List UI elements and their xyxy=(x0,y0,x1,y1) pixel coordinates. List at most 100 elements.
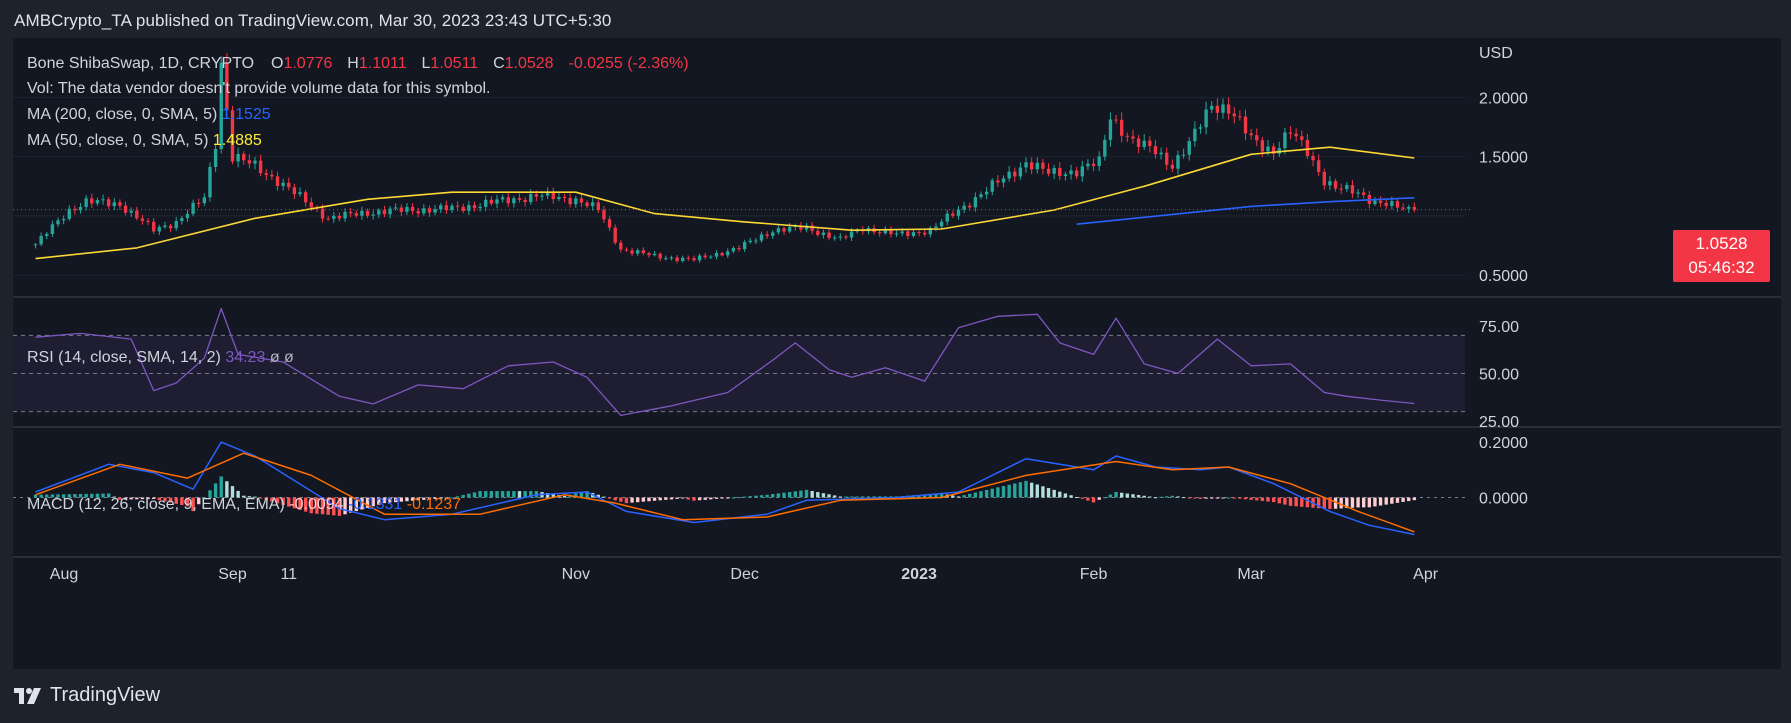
candle-body xyxy=(844,236,848,238)
open-label: O xyxy=(271,55,284,72)
ma200-value: 1.1525 xyxy=(221,106,271,123)
candle-body xyxy=(1322,171,1326,186)
macd-histogram-bar xyxy=(973,492,978,498)
candle-body xyxy=(517,198,522,200)
candle-body xyxy=(821,232,826,235)
time-axis-label: Sep xyxy=(218,566,247,583)
candle-body xyxy=(787,226,792,232)
candle-body xyxy=(180,218,184,222)
candle-body xyxy=(1333,181,1338,189)
macd-histogram-bar xyxy=(84,493,88,498)
macd-histogram-bar xyxy=(1232,497,1236,499)
candle-body xyxy=(1058,168,1062,177)
candle-body xyxy=(945,213,949,222)
macd-histogram-bar xyxy=(1215,497,1220,499)
macd-histogram-bar xyxy=(759,495,764,498)
candle-body xyxy=(709,256,713,258)
candle-body xyxy=(1120,119,1124,136)
ma50-legend[interactable]: MA (50, close, 0, SMA, 5) 1.4885 xyxy=(27,132,262,150)
macd-histogram-bar xyxy=(394,497,398,503)
signal-line xyxy=(35,452,1415,533)
macd-histogram-bar xyxy=(320,497,325,515)
macd-histogram-bar xyxy=(1249,497,1253,500)
candle-body xyxy=(939,221,944,227)
candle-body xyxy=(647,253,651,256)
macd-histogram-bar xyxy=(253,496,257,498)
macd-histogram-bar xyxy=(332,497,336,516)
candle-body xyxy=(545,191,550,196)
macd-legend[interactable]: MACD (12, 26, close, 9, EMA, EMA) -0.009… xyxy=(27,496,461,514)
candle-body xyxy=(759,234,764,241)
footer-brand[interactable]: TradingView xyxy=(50,684,161,706)
macd-histogram-bar xyxy=(951,495,955,498)
candle-body xyxy=(1305,139,1310,156)
candle-body xyxy=(996,180,1000,183)
macd-histogram-bar xyxy=(692,497,696,501)
candle-body xyxy=(247,160,252,164)
macd-histogram-bar xyxy=(315,497,319,514)
macd-histogram-bar xyxy=(1339,497,1343,509)
macd-histogram-bar xyxy=(1193,497,1197,499)
macd-histogram-bar xyxy=(1069,495,1073,498)
macd-histogram-bar xyxy=(135,497,139,500)
macd-histogram-bar xyxy=(1136,495,1141,498)
candle-body xyxy=(714,252,719,257)
macd-histogram-bar xyxy=(1131,494,1135,498)
candle-body xyxy=(1339,188,1343,190)
macd-histogram-bar xyxy=(1378,497,1383,506)
candle-body xyxy=(219,62,223,150)
candle-body xyxy=(309,202,313,208)
candle-body xyxy=(197,202,201,204)
ma200-legend[interactable]: MA (200, close, 0, SMA, 5) 1.1525 xyxy=(27,106,271,124)
macd-histogram-bar xyxy=(1080,497,1084,499)
candle-body xyxy=(568,197,572,205)
rsi-legend[interactable]: RSI (14, close, SMA, 14, 2) 34.23 ø ø xyxy=(27,349,294,367)
candle-body xyxy=(1412,206,1417,210)
candle-body xyxy=(799,225,803,230)
candle-body xyxy=(1086,163,1090,167)
macd-histogram-bar xyxy=(140,497,145,500)
candle-body xyxy=(934,226,938,228)
macd-histogram-bar xyxy=(1029,482,1034,498)
candle-body xyxy=(371,214,375,216)
macd-histogram-bar xyxy=(636,497,640,503)
macd-histogram-bar xyxy=(545,493,550,498)
candle-body xyxy=(636,250,640,254)
macd-histogram-bar xyxy=(123,497,128,500)
candle-body xyxy=(849,231,854,238)
macd-histogram-bar xyxy=(1283,497,1287,505)
candle-body xyxy=(652,253,657,256)
candle-body xyxy=(1243,116,1248,134)
time-axis-label: Mar xyxy=(1237,566,1265,583)
candle-body xyxy=(1187,141,1191,155)
candle-body xyxy=(742,242,747,250)
macd-histogram-bar xyxy=(709,497,713,500)
macd-histogram-bar xyxy=(1176,496,1180,498)
candle-body xyxy=(467,205,471,211)
macd-histogram-bar xyxy=(765,494,769,498)
macd-histogram-bar xyxy=(1018,482,1023,498)
candle-body xyxy=(377,210,381,215)
candle-body xyxy=(140,218,145,221)
macd-histogram-bar xyxy=(855,496,859,498)
macd-histogram-bar xyxy=(1091,497,1096,503)
macd-histogram-bar xyxy=(33,494,38,498)
chart-svg[interactable]: USD 0.5000 1.5000 2.0000 25.00 50.00 75.00 0.00… xyxy=(13,38,1781,669)
macd-histogram-bar xyxy=(1103,497,1107,499)
macd-histogram-bar xyxy=(1114,492,1118,498)
chart-area[interactable]: USD 0.5000 1.5000 2.0000 25.00 50.00 75.00 0.00… xyxy=(13,38,1781,669)
macd-histogram-bar xyxy=(585,491,589,498)
candle-body xyxy=(1131,136,1135,139)
macd-histogram-bar xyxy=(1238,497,1242,499)
macd-histogram-bar xyxy=(326,497,330,515)
candle-body xyxy=(90,198,94,204)
candle-body xyxy=(1080,166,1084,177)
symbol-label[interactable]: Bone ShibaSwap, 1D, CRYPTO xyxy=(27,55,255,72)
candle-body xyxy=(990,180,994,192)
candle-body xyxy=(118,202,122,206)
macd-histogram-bar xyxy=(838,496,842,498)
candle-body xyxy=(1142,140,1146,147)
candle-body xyxy=(354,213,358,216)
candle-body xyxy=(1193,128,1197,142)
macd-histogram-bar xyxy=(748,496,752,498)
